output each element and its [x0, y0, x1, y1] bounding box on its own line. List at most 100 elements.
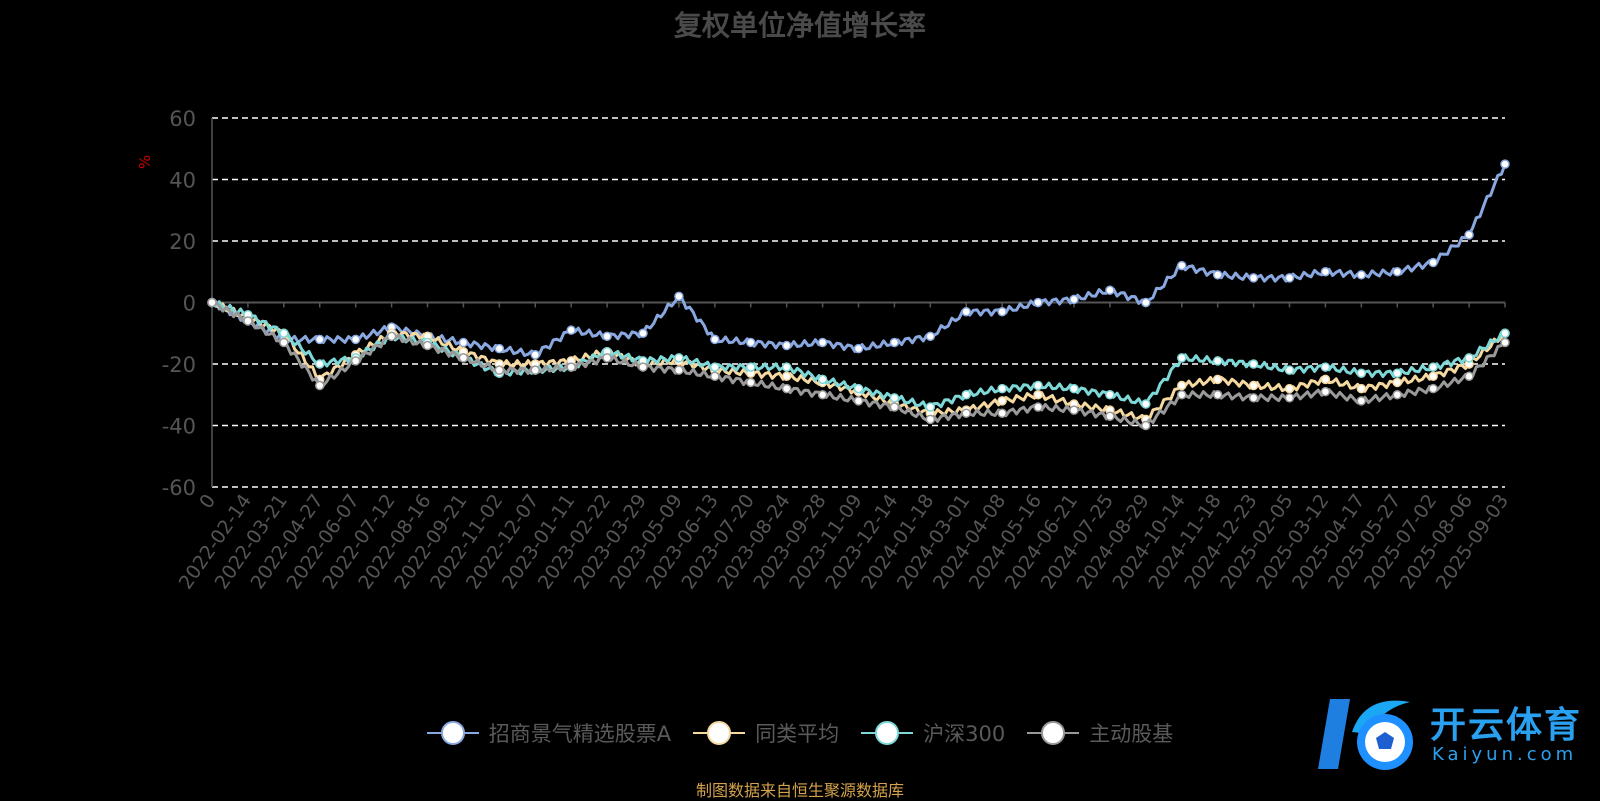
logo-text-cn: 开云体育	[1430, 705, 1583, 746]
legend-item[interactable]: 同类平均	[693, 718, 839, 748]
data-point	[1428, 383, 1438, 394]
data-point	[961, 306, 971, 317]
data-point	[1248, 393, 1259, 403]
data-point	[1356, 270, 1367, 280]
data-point	[1248, 359, 1259, 369]
data-point	[350, 334, 361, 345]
data-point	[386, 331, 397, 342]
data-point	[602, 331, 612, 342]
data-point	[925, 414, 936, 425]
data-point	[1356, 396, 1367, 406]
data-point	[1464, 230, 1474, 240]
data-point	[315, 380, 325, 391]
data-point	[746, 377, 756, 388]
data-point	[494, 343, 505, 354]
data-point	[1500, 337, 1510, 348]
logo-text-en: Kaiyun.com	[1432, 744, 1578, 765]
data-point	[1428, 362, 1438, 372]
legend-swatch	[861, 720, 914, 746]
legend-swatch	[693, 720, 746, 746]
data-point	[315, 359, 325, 369]
data-point	[1105, 411, 1115, 422]
y-tick-label: -20	[162, 353, 196, 377]
data-point	[889, 393, 900, 403]
data-point	[638, 362, 648, 372]
data-point	[422, 340, 433, 351]
data-point	[1392, 368, 1402, 378]
data-point	[1248, 380, 1259, 391]
data-point	[1033, 297, 1043, 308]
legend-item[interactable]: 沪深300	[861, 718, 1005, 748]
data-point	[1069, 383, 1079, 394]
data-point	[1428, 257, 1438, 268]
y-tick-label: 0	[183, 292, 196, 316]
data-point	[1464, 371, 1474, 382]
y-axis-label: %	[136, 155, 154, 169]
data-point	[961, 408, 971, 418]
series-layer	[207, 159, 1510, 431]
data-point	[817, 337, 828, 348]
x-tick-label: 0	[195, 490, 220, 513]
data-point	[1177, 390, 1187, 400]
data-point	[1500, 328, 1510, 338]
data-point	[1392, 390, 1402, 400]
data-point	[997, 396, 1007, 406]
legend-item[interactable]: 招商景气精选股票A	[426, 718, 672, 748]
legend-label: 沪深300	[923, 722, 1006, 746]
data-point	[1105, 390, 1115, 400]
data-point	[710, 334, 720, 345]
soccer-ball-logo-icon	[1318, 699, 1413, 770]
data-point	[710, 362, 720, 372]
data-point	[638, 328, 648, 338]
data-point	[746, 362, 756, 372]
data-point	[1320, 362, 1331, 372]
data-point	[1284, 365, 1295, 375]
data-point	[1212, 356, 1223, 366]
data-point	[817, 374, 828, 385]
data-point	[1392, 267, 1402, 277]
data-point	[674, 365, 684, 375]
legend-item[interactable]: 主动股基	[1027, 718, 1173, 748]
data-point	[1177, 260, 1187, 271]
data-point	[1069, 405, 1079, 415]
brand-logo: 开云体育 Kaiyun.com	[1310, 694, 1590, 774]
legend-label: 招商景气精选股票A	[488, 722, 672, 746]
data-point	[243, 316, 253, 326]
data-point	[925, 402, 936, 412]
data-point	[997, 383, 1007, 394]
data-point	[1320, 374, 1331, 385]
data-point	[207, 297, 217, 308]
data-point	[1320, 267, 1331, 277]
data-point	[1033, 390, 1043, 400]
y-tick-label: 20	[169, 230, 196, 254]
series-line-1	[211, 163, 1507, 358]
data-point	[674, 353, 684, 363]
data-point	[1284, 273, 1295, 283]
data-point	[1105, 285, 1115, 295]
data-point	[1141, 399, 1151, 409]
data-point	[997, 306, 1007, 317]
data-point	[781, 383, 792, 394]
data-point	[889, 402, 900, 412]
data-point	[494, 365, 505, 375]
data-point	[710, 371, 720, 382]
data-point	[1212, 390, 1223, 400]
data-point	[1033, 380, 1043, 391]
data-point	[530, 365, 540, 375]
data-point	[781, 371, 792, 382]
data-point	[1356, 368, 1367, 378]
data-point	[781, 340, 792, 351]
data-point	[889, 337, 900, 348]
data-point	[1248, 273, 1259, 283]
data-point	[1356, 383, 1367, 394]
data-point	[1141, 297, 1151, 308]
source-note: 制图数据来自恒生聚源数据库	[695, 781, 904, 800]
legend-swatch	[426, 720, 479, 746]
y-tick-label: 60	[169, 107, 196, 131]
data-point	[1177, 380, 1187, 391]
y-tick-label: 40	[169, 169, 196, 193]
data-point	[1069, 294, 1079, 305]
data-point	[853, 383, 864, 394]
y-tick-label: -40	[162, 415, 196, 439]
data-point	[279, 337, 289, 348]
